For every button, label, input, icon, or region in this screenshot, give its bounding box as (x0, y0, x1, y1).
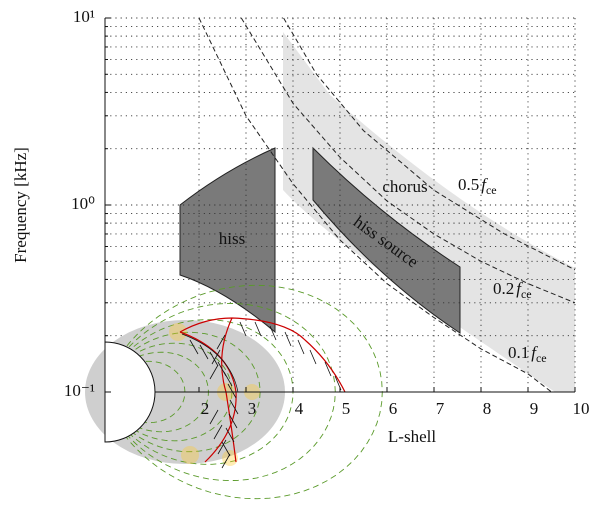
x-tick-label: 5 (342, 399, 351, 418)
blob (181, 446, 199, 464)
x-tick-label: 3 (248, 399, 257, 418)
chart: 2 3 4 5 6 7 8 9 10 10⁻¹ 10⁰ 10¹ Frequency [kHz] L-s… (0, 0, 597, 506)
y-tick-label: 10⁻¹ (64, 381, 95, 400)
curve-label-coefficient: 0.1 (508, 343, 529, 362)
x-tick-label: 9 (530, 399, 539, 418)
y-axis-label: Frequency [kHz] (11, 147, 30, 263)
curve-label-subscript: ce (536, 351, 547, 365)
x-tick-label: 10 (573, 399, 590, 418)
x-tick-label: 2 (201, 399, 210, 418)
curve-label-coefficient: 0.2 (493, 279, 514, 298)
annotation: hiss (219, 229, 245, 248)
x-tick-label: 6 (389, 399, 398, 418)
blob (169, 323, 187, 341)
x-tick-label: 7 (436, 399, 445, 418)
curve-label-coefficient: 0.5 (458, 175, 479, 194)
y-tick-label: 10⁰ (71, 194, 95, 213)
x-tick-label: 4 (295, 399, 304, 418)
curve-label-subscript: ce (486, 183, 497, 197)
curve-label-subscript: ce (521, 287, 532, 301)
x-tick-label: 8 (483, 399, 492, 418)
annotation: chorus (382, 177, 427, 196)
x-axis-label: L-shell (388, 427, 436, 446)
y-tick-label: 10¹ (73, 7, 95, 26)
